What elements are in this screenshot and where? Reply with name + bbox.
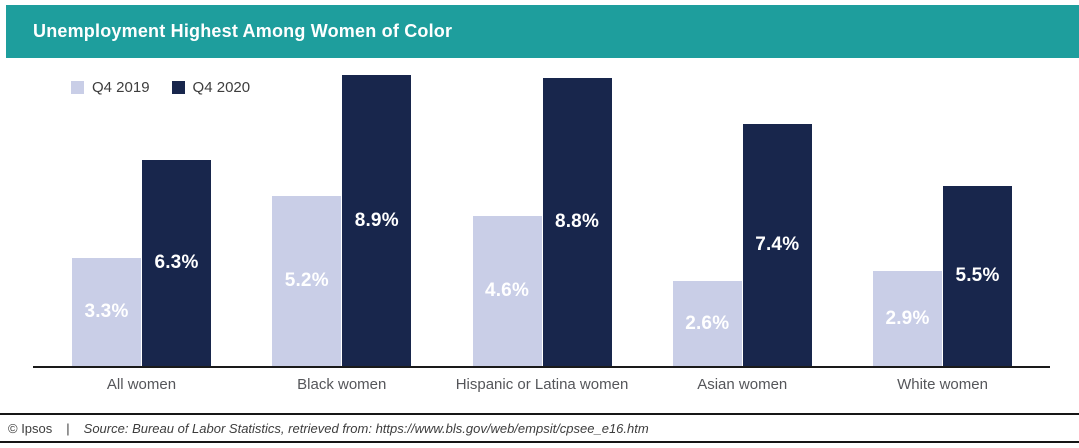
bar-q4-2019-all-women: 3.3% [72, 258, 141, 366]
category-label-hispanic-or-latina-women: Hispanic or Latina women [455, 376, 629, 393]
bar-q4-2020-hispanic-or-latina-women: 8.8% [542, 78, 612, 366]
grouped-bar-chart: 3.3% 6.3% All women 5.2% 8.9% Black women 4.6%… [33, 63, 1050, 393]
bar-q4-2019-white-women: 2.9% [873, 271, 942, 366]
legend-item-q4-2019: Q4 2019 [71, 79, 150, 96]
bar-q4-2019-black-women: 5.2% [272, 196, 342, 366]
value-label-q4-2020-asian-women: 7.4% [755, 234, 800, 255]
copyright-text: © Ipsos [8, 420, 53, 436]
value-label-q4-2020-all-women: 6.3% [154, 252, 199, 273]
chart-legend: Q4 2019 Q4 2020 [71, 79, 250, 96]
value-label-q4-2019-white-women: 2.9% [885, 307, 930, 329]
legend-label-q4-2020: Q4 2020 [192, 79, 251, 96]
category-label-all-women: All women [106, 376, 177, 393]
legend-label-q4-2019: Q4 2019 [92, 79, 150, 96]
value-label-q4-2019-black-women: 5.2% [284, 270, 329, 291]
bar-q4-2020-black-women: 8.9% [342, 75, 412, 366]
legend-swatch-q4-2019-icon [71, 81, 84, 94]
legend-item-q4-2020: Q4 2020 [171, 79, 251, 96]
bar-q4-2020-white-women: 5.5% [943, 186, 1012, 366]
footer-separator: | [66, 420, 70, 436]
legend-swatch-q4-2020-icon [171, 81, 185, 94]
chart-title: Unemployment Highest Among Women of Colo… [33, 21, 453, 41]
value-label-q4-2020-white-women: 5.5% [955, 265, 1000, 286]
value-label-q4-2019-asian-women: 2.6% [685, 312, 730, 334]
value-label-q4-2019-hispanic-or-latina-women: 4.6% [484, 280, 530, 301]
header-banner: Unemployment Highest Among Women of Colo… [6, 5, 1079, 58]
source-text: Source: Bureau of Labor Statistics, retr… [83, 420, 649, 436]
value-label-q4-2020-hispanic-or-latina-women: 8.8% [554, 211, 600, 232]
bar-q4-2019-hispanic-or-latina-women: 4.6% [472, 216, 542, 366]
bar-q4-2020-all-women: 6.3% [142, 160, 211, 366]
category-label-white-women: White women [897, 376, 988, 393]
bar-q4-2020-asian-women: 7.4% [742, 124, 812, 366]
value-label-q4-2020-black-women: 8.9% [354, 209, 399, 231]
value-label-q4-2019-all-women: 3.3% [84, 301, 129, 322]
category-label-asian-women: Asian women [697, 376, 788, 393]
bar-q4-2019-asian-women: 2.6% [672, 281, 742, 366]
category-label-black-women: Black women [297, 376, 387, 393]
source-footer: © Ipsos | Source: Bureau of Labor Statis… [0, 413, 1079, 443]
